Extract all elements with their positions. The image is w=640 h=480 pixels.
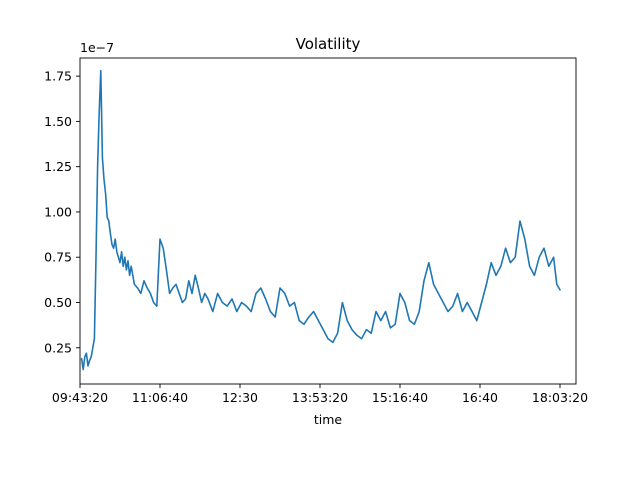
x-tick-label: 16:40 xyxy=(462,390,498,405)
y-tick-label: 1.50 xyxy=(44,114,72,129)
x-tick-label: 11:06:40 xyxy=(132,390,188,405)
x-tick-label: 18:03:20 xyxy=(532,390,588,405)
chart-title: Volatility xyxy=(296,35,361,53)
y-tick-label: 0.50 xyxy=(44,295,72,310)
x-tick-label: 13:53:20 xyxy=(292,390,348,405)
axes-frame xyxy=(79,57,577,385)
y-tick-label: 1.75 xyxy=(44,69,72,84)
plot-area: 09:43:20 11:06:40 12:30 13:53:20 15:16:40 16:… xyxy=(44,57,588,405)
x-tick-label: 12:30 xyxy=(222,390,258,405)
y-tick-label: 1.25 xyxy=(44,159,72,174)
y-axis-offset-label: 1e−7 xyxy=(80,40,114,55)
y-tick-label: 0.25 xyxy=(44,340,72,355)
x-axis-label: time xyxy=(314,412,343,427)
series-line-volatility xyxy=(80,69,561,371)
y-tick-label: 0.75 xyxy=(44,250,72,265)
x-tick-label: 15:16:40 xyxy=(372,390,428,405)
y-tick-label: 1.00 xyxy=(44,204,72,219)
x-tick-label: 09:43:20 xyxy=(52,390,108,405)
